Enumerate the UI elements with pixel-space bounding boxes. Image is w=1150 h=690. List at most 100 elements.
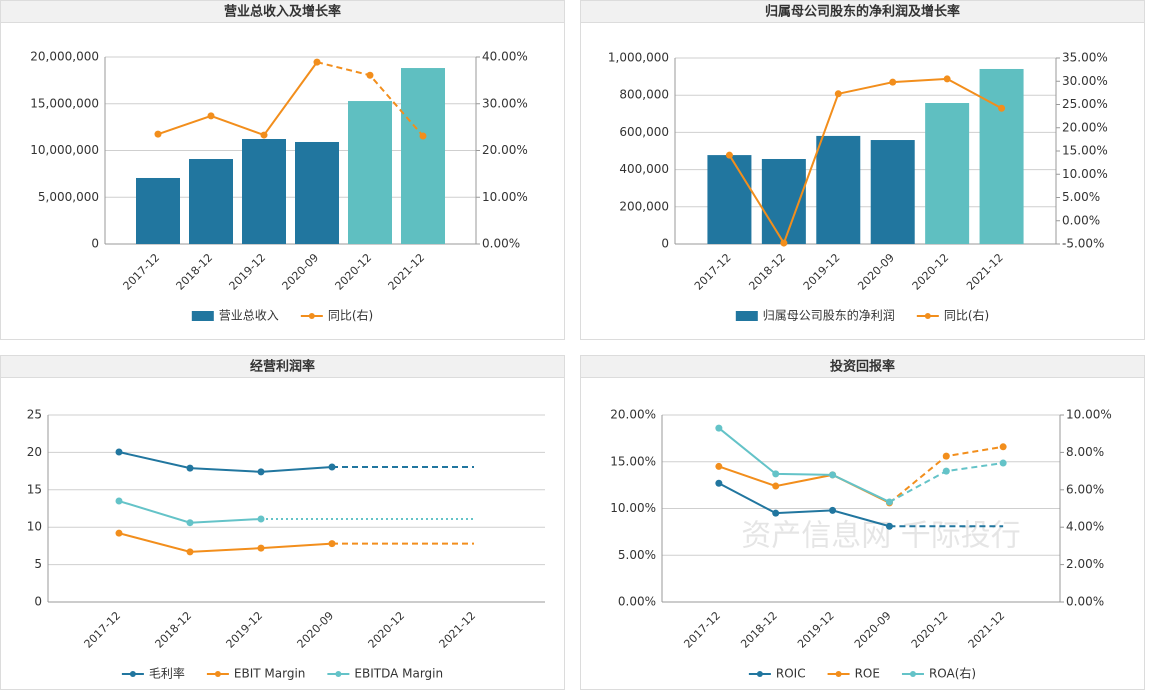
line-marker <box>889 78 897 86</box>
y-tick-label: 0 <box>661 237 669 251</box>
y2-tick-label: 8.00% <box>1066 445 1104 459</box>
panel-header <box>0 0 565 23</box>
line-marker <box>207 112 215 120</box>
legend-label: ROIC <box>776 667 806 681</box>
line-marker <box>999 443 1007 451</box>
legend-label: ROA(右) <box>929 666 976 681</box>
line-solid <box>728 77 1003 246</box>
line-marker <box>998 104 1006 112</box>
line-marker <box>328 463 336 471</box>
line-marker <box>829 506 837 514</box>
y2-tick-label: 10.00% <box>482 190 528 204</box>
y-tick-label: 600,000 <box>619 125 669 139</box>
line-marker <box>715 479 723 487</box>
legend-label: 毛利率 <box>149 666 185 681</box>
legend-label: 同比(右) <box>944 308 989 323</box>
line-marker <box>943 75 951 83</box>
y-tick-label: 5,000,000 <box>38 190 99 204</box>
y-tick-label: 5.00% <box>618 548 656 562</box>
chart-title: 经营利润率 <box>250 359 315 375</box>
bar <box>348 101 392 244</box>
legend-swatch <box>924 313 931 319</box>
legend-label: EBIT Margin <box>234 667 305 681</box>
bar <box>925 103 970 245</box>
y-tick-label: 15,000,000 <box>30 96 99 110</box>
chart-title: 归属母公司股东的净利润及增长率 <box>765 4 960 20</box>
panel-header <box>0 355 565 378</box>
bar <box>870 140 915 244</box>
line-marker <box>772 509 780 517</box>
y-tick-label: 200,000 <box>619 199 669 213</box>
y2-tick-label: 20.00% <box>482 143 528 157</box>
line-marker <box>115 529 123 537</box>
line-solid <box>718 482 890 528</box>
panel-header <box>580 0 1145 23</box>
y2-tick-label: 4.00% <box>1066 520 1104 534</box>
bar <box>242 138 286 244</box>
legend-swatch <box>735 311 758 321</box>
y-tick-label: 1,000,000 <box>608 51 669 65</box>
line-marker <box>115 448 123 456</box>
legend-swatch <box>756 671 763 677</box>
line-solid <box>157 61 318 137</box>
legend-label: 营业总收入 <box>219 309 279 323</box>
chart-title: 营业总收入及增长率 <box>224 4 341 20</box>
y-tick-label: 15.00% <box>610 454 656 468</box>
legend: 归属母公司股东的净利润 同比(右) <box>735 308 989 323</box>
line-marker <box>257 544 265 552</box>
y-tick-label: 10 <box>27 520 42 534</box>
y2-tick-label: 0.00% <box>482 237 520 251</box>
y2-tick-label: 0.00% <box>1062 213 1100 227</box>
bar <box>189 159 233 244</box>
bar <box>707 155 752 244</box>
y2-tick-label: 10.00% <box>1066 408 1112 422</box>
line-marker <box>834 90 842 98</box>
line-marker <box>942 467 950 475</box>
line-marker <box>154 130 162 138</box>
bar <box>136 177 180 244</box>
panel-header <box>580 355 1145 378</box>
line-marker <box>313 58 321 66</box>
y2-tick-label: 5.00% <box>1062 190 1100 204</box>
line-marker <box>186 464 194 472</box>
y-tick-label: 20.00% <box>610 408 656 422</box>
legend-swatch <box>191 311 214 321</box>
y2-tick-label: 40.00% <box>482 50 528 64</box>
line-solid <box>118 451 333 473</box>
legend-swatch <box>909 671 916 677</box>
y2-tick-label: 6.00% <box>1066 482 1104 496</box>
bar <box>295 141 339 244</box>
legend: 营业总收入 同比(右) <box>191 308 373 323</box>
line-marker <box>328 540 336 548</box>
panel <box>0 355 565 690</box>
y-tick-label: 0 <box>34 595 42 609</box>
y-tick-label: 10,000,000 <box>30 143 99 157</box>
line-marker <box>186 519 194 527</box>
y-tick-label: 0 <box>91 237 99 251</box>
line-marker <box>780 239 788 247</box>
chart-title: 投资回报率 <box>830 359 895 375</box>
y2-tick-label: 2.00% <box>1066 557 1104 571</box>
line-marker <box>999 459 1007 467</box>
y-tick-label: 20,000,000 <box>30 50 99 64</box>
bar <box>816 135 861 244</box>
y-tick-label: 10.00% <box>610 501 656 515</box>
y2-tick-label: 35.00% <box>1062 51 1108 65</box>
line-marker <box>260 131 268 139</box>
line-marker <box>257 515 265 523</box>
y2-tick-label: 0.00% <box>1066 595 1104 609</box>
line-marker <box>772 482 780 490</box>
legend-label: 同比(右) <box>328 308 373 323</box>
line-marker <box>115 497 123 505</box>
y2-tick-label: -5.00% <box>1062 237 1104 251</box>
line-marker <box>725 151 733 159</box>
line-marker <box>715 462 723 470</box>
y-tick-label: 20 <box>27 445 42 459</box>
legend-label: ROE <box>855 667 880 681</box>
y-tick-label: 5 <box>34 557 42 571</box>
line-marker <box>885 498 893 506</box>
line-solid <box>718 427 890 503</box>
line-marker <box>366 71 374 79</box>
bar <box>979 68 1024 244</box>
